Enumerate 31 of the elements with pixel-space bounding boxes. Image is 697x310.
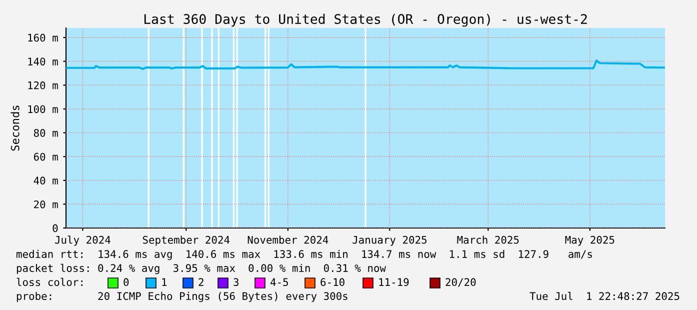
text: packet loss: 0.24 % avg 3.95 % max 0.00 % min 0.31 % now — [16, 264, 386, 274]
text: median rtt: 134.6 ms avg 140.6 ms max 133.6 ms min 134.7 ms now 1.1 ms sd 127.9 am/s — [16, 250, 592, 260]
y-tick-label: 20 m — [34, 200, 58, 208]
y-tick-label: 60 m — [34, 152, 58, 161]
y-tick-label: 140 m — [28, 58, 58, 66]
x-tick-label: March 2025 — [457, 236, 519, 244]
text: 20/20 — [446, 278, 476, 287]
y-tick-label: 100 m — [28, 105, 58, 114]
text: loss color: — [16, 278, 82, 286]
x-tick-label: May 2025 — [565, 236, 614, 246]
y-tick-label: 120 m — [28, 81, 58, 90]
x-tick-label: January 2025 — [352, 236, 426, 246]
y-axis-title: Seconds — [10, 106, 20, 151]
text: 4-5 — [270, 278, 288, 286]
text: 1 — [162, 278, 167, 286]
y-tick-label: 40 m — [34, 176, 58, 185]
text: 3 — [234, 278, 238, 286]
line-series — [66, 60, 665, 70]
y-tick-label: 80 m — [34, 129, 58, 137]
text: 6-10 — [320, 278, 344, 286]
text: 0 — [124, 278, 129, 286]
x-tick-label: July 2024 — [55, 236, 110, 246]
x-tick-label: November 2024 — [248, 236, 328, 244]
x-tick-label: September 2024 — [142, 236, 230, 246]
text: 2 — [198, 278, 204, 286]
text: 11-19 — [379, 278, 409, 286]
y-tick-label: 160 m — [28, 34, 58, 42]
chart-title: Last 360 Days to United States (OR - Oregon) - us-west-2 — [144, 14, 587, 27]
text: Tue Jul 1 22:48:27 2025 — [530, 292, 680, 300]
y-tick-label: 0 — [52, 224, 58, 232]
text: probe: 20 ICMP Echo Pings (56 Bytes) every 300s — [16, 292, 348, 302]
